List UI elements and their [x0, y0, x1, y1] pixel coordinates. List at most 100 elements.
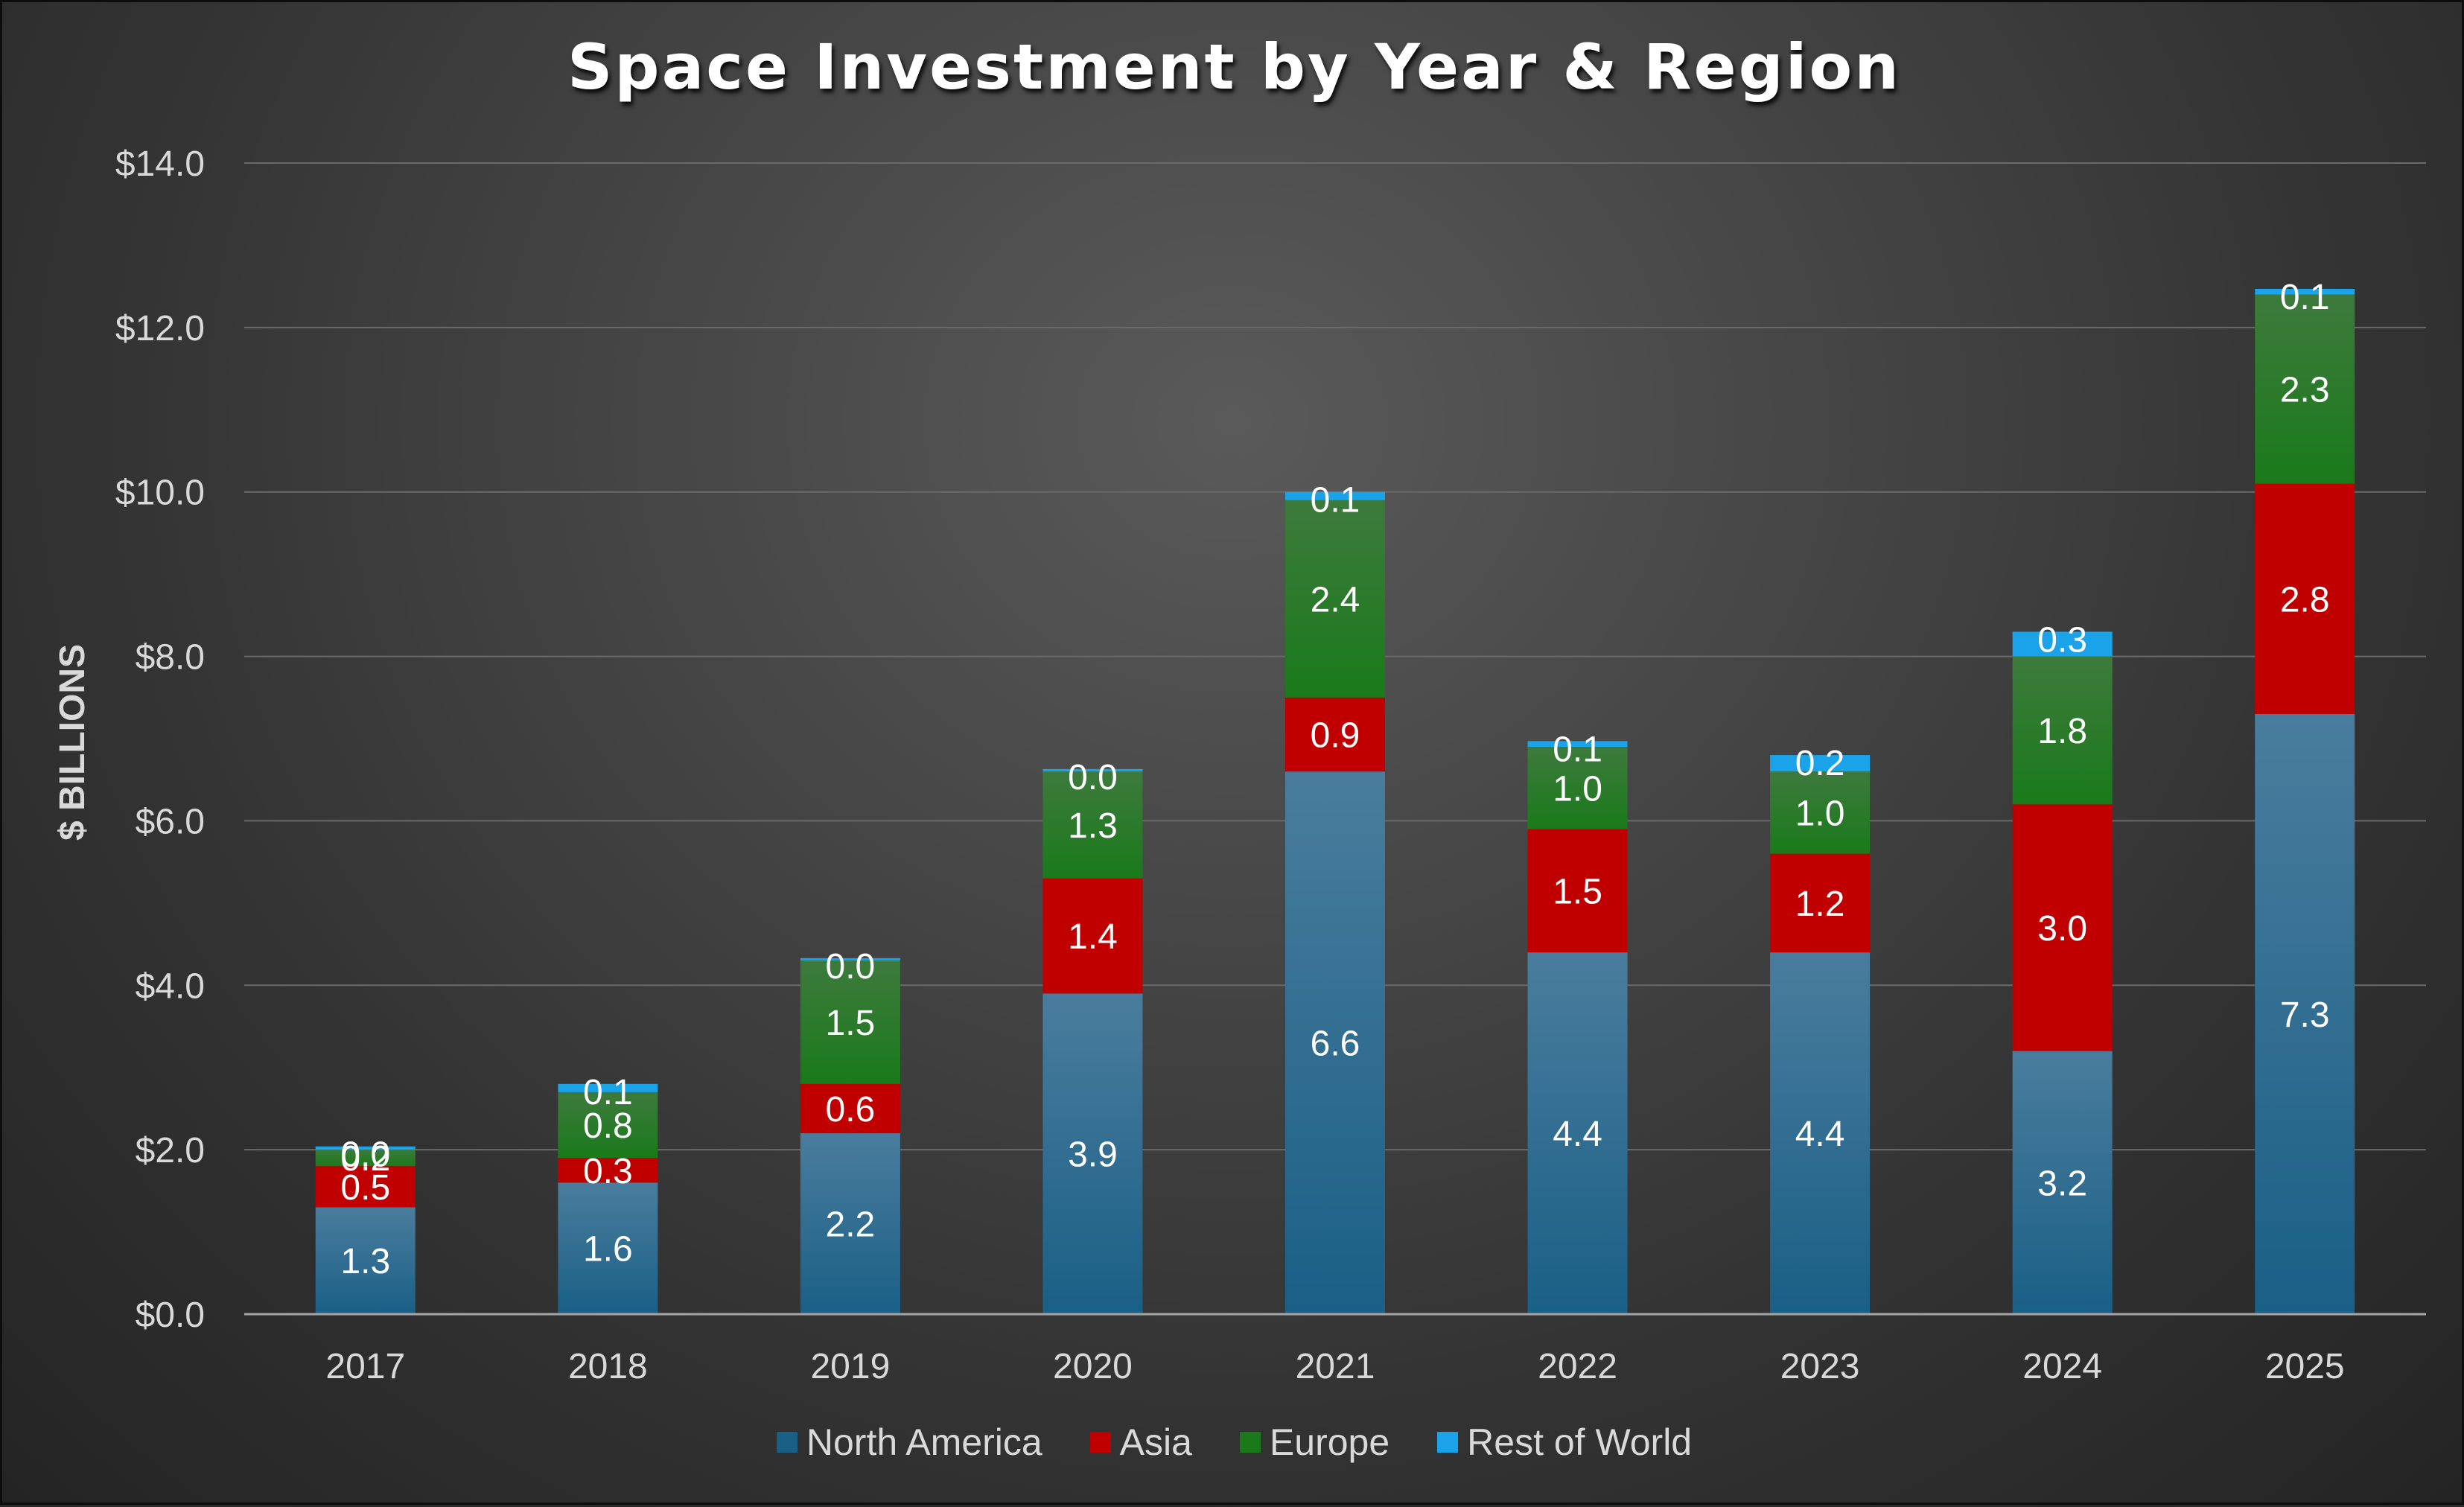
bar-rest-of-world-2022	[1527, 741, 1628, 748]
bar-europe-2022	[1527, 747, 1628, 829]
data-label: 1.0	[1795, 794, 1845, 833]
bar-europe-2020	[1042, 771, 1143, 879]
legend-item-rest-of-world: Rest of World	[1437, 1421, 1692, 1464]
data-label: 1.3	[1068, 806, 1118, 846]
bar-north-america-2019	[800, 1133, 900, 1314]
data-label: 7.3	[2280, 995, 2330, 1035]
bar-rest-of-world-2024	[2012, 631, 2113, 657]
legend-label-north-america: North America	[806, 1421, 1042, 1463]
bar-rest-of-world-2018	[558, 1083, 658, 1092]
x-tick-label: 2023	[1780, 1347, 1860, 1386]
data-label: 4.4	[1795, 1115, 1845, 1154]
y-tick-label: $0.0	[136, 1296, 205, 1335]
data-label: 0.3	[583, 1152, 633, 1191]
data-label: 0.2	[340, 1139, 390, 1179]
legend-item-asia: Asia	[1089, 1421, 1192, 1464]
bar-asia-2021	[1285, 697, 1385, 772]
legend-swatch-europe	[1239, 1432, 1261, 1453]
data-label: 1.8	[2037, 712, 2087, 751]
legend: North America Asia Europe Rest of World	[2, 1421, 2464, 1464]
bar-rest-of-world-2019	[800, 958, 900, 961]
x-tick-label: 2022	[1538, 1347, 1617, 1386]
data-label: 1.4	[1068, 917, 1118, 957]
data-label: 0.0	[826, 947, 876, 987]
bar-north-america-2017	[315, 1207, 416, 1314]
bar-north-america-2021	[1285, 771, 1385, 1314]
data-label: 0.9	[1311, 716, 1360, 755]
data-label: 3.0	[2037, 909, 2087, 949]
bar-europe-2021	[1285, 500, 1385, 698]
y-tick-label: $4.0	[136, 966, 205, 1006]
bar-rest-of-world-2020	[1042, 768, 1143, 772]
data-label: 2.4	[1311, 580, 1360, 619]
y-tick-label: $2.0	[136, 1131, 205, 1170]
data-label: 2.3	[2280, 371, 2330, 410]
x-tick-label: 2024	[2022, 1347, 2102, 1386]
bar-north-america-2024	[2012, 1051, 2113, 1314]
x-tick-label: 2020	[1053, 1347, 1133, 1386]
bar-asia-2024	[2012, 804, 2113, 1051]
data-label: 3.2	[2037, 1164, 2087, 1203]
bar-north-america-2018	[558, 1182, 658, 1314]
data-label: 1.0	[1553, 769, 1602, 809]
data-label: 0.6	[826, 1090, 876, 1130]
bar-north-america-2023	[1770, 952, 1871, 1314]
bar-north-america-2022	[1527, 952, 1628, 1314]
data-label: 0.0	[340, 1135, 390, 1175]
data-label: 1.3	[340, 1242, 390, 1281]
data-label: 3.9	[1068, 1135, 1118, 1175]
bar-europe-2025	[2255, 294, 2355, 484]
data-label: 0.1	[1553, 730, 1602, 769]
legend-label-rest-of-world: Rest of World	[1467, 1421, 1693, 1463]
x-tick-label: 2025	[2265, 1347, 2345, 1386]
y-tick-label: $14.0	[115, 144, 205, 184]
bar-north-america-2020	[1042, 993, 1143, 1314]
bar-north-america-2025	[2255, 713, 2355, 1314]
bar-asia-2025	[2255, 483, 2355, 714]
y-axis-title: $ BILLIONS	[53, 644, 92, 841]
bar-rest-of-world-2017	[315, 1146, 416, 1150]
data-label: 1.6	[583, 1230, 633, 1269]
bar-europe-2018	[558, 1092, 658, 1159]
data-label: 0.1	[583, 1073, 633, 1112]
bar-rest-of-world-2021	[1285, 491, 1385, 500]
bar-europe-2023	[1770, 771, 1871, 854]
bar-asia-2023	[1770, 853, 1871, 953]
y-tick-label: $10.0	[115, 474, 205, 513]
data-label: 1.2	[1795, 885, 1845, 924]
bar-asia-2018	[558, 1158, 658, 1183]
data-label: 0.1	[1311, 481, 1360, 520]
x-tick-label: 2021	[1296, 1347, 1375, 1386]
bar-asia-2017	[315, 1166, 416, 1208]
data-label: 1.5	[1553, 872, 1602, 911]
y-tick-label: $12.0	[115, 309, 205, 348]
data-label: 2.8	[2280, 580, 2330, 619]
x-tick-label: 2018	[568, 1347, 648, 1386]
data-label: 0.8	[583, 1106, 633, 1146]
bar-rest-of-world-2023	[1770, 755, 1871, 772]
data-label: 1.5	[826, 1004, 876, 1043]
legend-swatch-asia	[1089, 1432, 1111, 1453]
bar-europe-2017	[315, 1150, 416, 1167]
bar-europe-2024	[2012, 656, 2113, 805]
data-label: 0.0	[1068, 758, 1118, 797]
bar-asia-2022	[1527, 829, 1628, 953]
y-tick-label: $8.0	[136, 638, 205, 678]
bar-asia-2019	[800, 1083, 900, 1134]
legend-label-europe: Europe	[1269, 1421, 1390, 1463]
legend-item-north-america: North America	[776, 1421, 1042, 1464]
bar-europe-2019	[800, 960, 900, 1084]
legend-swatch-north-america	[776, 1432, 798, 1453]
data-label: 0.5	[340, 1168, 390, 1208]
data-label: 2.2	[826, 1205, 876, 1245]
bar-asia-2020	[1042, 878, 1143, 994]
x-tick-label: 2019	[810, 1347, 890, 1386]
legend-item-europe: Europe	[1239, 1421, 1390, 1464]
bar-rest-of-world-2025	[2255, 288, 2355, 295]
x-tick-label: 2017	[325, 1347, 405, 1386]
data-label: 0.2	[1795, 744, 1845, 783]
legend-swatch-rest-of-world	[1437, 1432, 1459, 1453]
chart-title: Space Investment by Year & Region	[567, 31, 1902, 103]
